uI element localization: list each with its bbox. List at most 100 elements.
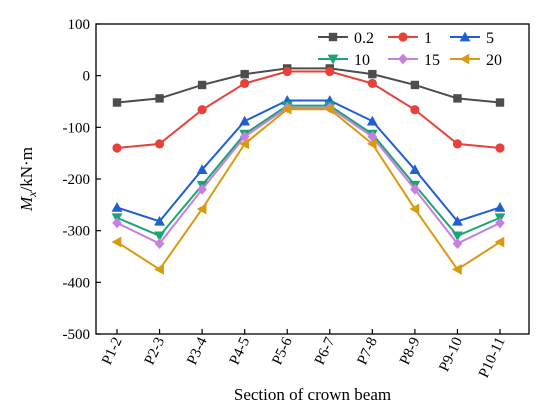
legend-marker: [459, 53, 470, 65]
data-point: [368, 69, 377, 79]
data-point: [282, 66, 292, 77]
data-point: [452, 231, 463, 242]
data-point: [410, 105, 420, 115]
data-point: [495, 217, 505, 229]
y-tick-label: -400: [63, 275, 91, 291]
x-tick-label: P6-7: [312, 334, 339, 367]
data-point: [154, 238, 165, 249]
data-point: [240, 69, 249, 79]
y-axis-symbol: M: [17, 196, 36, 212]
legend-marker: [328, 32, 338, 42]
data-point: [494, 202, 506, 212]
series-group: [111, 64, 506, 275]
data-point: [196, 203, 207, 215]
x-tick-label: P3-4: [184, 334, 211, 367]
data-point: [154, 264, 164, 275]
series-20: [111, 103, 505, 275]
data-point: [366, 138, 377, 150]
y-axis-title: Mx/kN·m: [17, 147, 39, 212]
series-line: [116, 70, 501, 149]
x-axis: P1-2 P2-3 P3-4 P4-5 P5-6 P6-7 P7-8 P8-9 P9-10 P10…: [99, 329, 509, 381]
data-point: [112, 217, 122, 229]
data-point: [155, 94, 164, 103]
legend-label: 15: [424, 52, 440, 69]
data-point: [239, 115, 251, 126]
legend-item: 20: [450, 52, 502, 69]
x-axis-title: Section of crown beam: [234, 385, 391, 404]
y-axis-unit: /kN·m: [17, 147, 36, 191]
series-line: [116, 99, 501, 223]
x-tick-label: P8-9: [397, 335, 423, 367]
y-axis-subscript: x: [25, 191, 39, 198]
data-point: [452, 215, 463, 226]
legend-item: 5: [450, 30, 494, 47]
y-tick-label: -500: [63, 327, 91, 343]
data-point: [240, 78, 250, 89]
y-axis: 100 0 -100 -200 -300 -400 -500: [63, 17, 101, 343]
data-point: [154, 215, 165, 226]
series-10: [111, 101, 506, 242]
y-tick-label: -300: [63, 224, 91, 240]
x-tick-label: P1-2: [99, 335, 125, 367]
x-tick-label: P4-5: [227, 335, 253, 367]
series-line: [116, 106, 501, 245]
data-point: [367, 131, 378, 143]
data-point: [495, 143, 505, 153]
data-point: [409, 164, 421, 175]
legend-item: 1: [388, 30, 432, 47]
legend-item: 15: [388, 52, 440, 69]
data-point: [112, 143, 122, 153]
x-tick-label: P5-6: [269, 334, 296, 367]
data-point: [154, 231, 165, 242]
legend-label: 10: [354, 52, 370, 69]
data-point: [453, 94, 462, 103]
data-point: [112, 98, 122, 107]
legend-item: 10: [318, 52, 370, 69]
data-point: [154, 139, 165, 149]
plot-frame: [95, 23, 530, 335]
y-tick-label: -100: [63, 120, 91, 136]
legend: 0.2 1 510 15 20: [318, 30, 502, 69]
x-tick-label: P10-11: [476, 335, 509, 381]
data-point: [239, 131, 250, 143]
y-tick-label: -200: [63, 172, 91, 188]
data-point: [367, 78, 377, 89]
legend-label: 1: [424, 30, 432, 47]
data-point: [111, 236, 122, 248]
legend-marker: [398, 32, 408, 42]
data-point: [452, 238, 463, 249]
legend-marker: [398, 53, 408, 65]
data-point: [494, 236, 505, 248]
legend-label: 5: [486, 30, 494, 47]
legend-marker: [327, 54, 339, 65]
series-1: [112, 66, 505, 153]
legend-label: 20: [486, 52, 502, 69]
legend-label: 0.2: [354, 30, 374, 47]
data-point: [410, 80, 420, 90]
data-point: [495, 98, 505, 107]
data-point: [409, 203, 420, 215]
data-point: [325, 66, 335, 77]
data-point: [196, 164, 208, 175]
data-point: [366, 115, 378, 126]
data-point: [239, 138, 249, 150]
data-point: [197, 105, 207, 115]
data-point: [452, 139, 463, 149]
y-tick-label: 0: [83, 69, 91, 85]
x-tick-label: P7-8: [354, 335, 380, 367]
legend-marker: [459, 31, 471, 42]
x-tick-label: P2-3: [142, 335, 168, 367]
data-point: [197, 80, 207, 90]
x-tick-label: P9-10: [436, 335, 466, 374]
series-15: [112, 102, 505, 249]
data-point: [197, 183, 207, 195]
y-tick-label: 100: [68, 17, 91, 33]
series-line: [116, 104, 501, 238]
series-line: [116, 108, 501, 271]
data-point: [452, 264, 462, 275]
data-point: [111, 202, 123, 212]
data-point: [324, 103, 335, 115]
plot-area: [95, 23, 530, 335]
data-point: [410, 183, 420, 195]
